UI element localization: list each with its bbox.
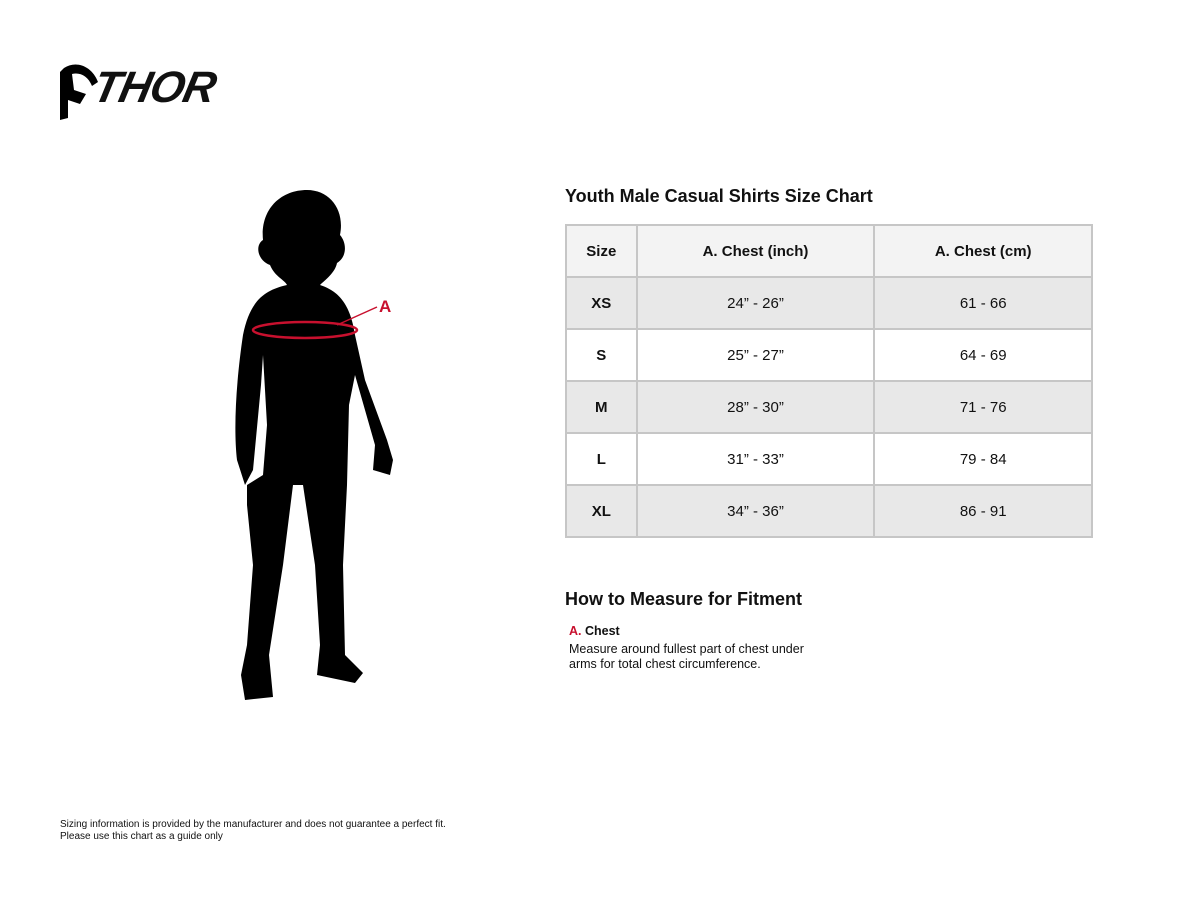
header-size: Size [565,224,638,278]
cell-size: M [565,380,638,434]
measure-description: Measure around fullest part of chest und… [569,642,804,671]
cell-size: XS [565,276,638,330]
cell-size: S [565,328,638,382]
cell-size: XL [565,484,638,538]
footer-disclaimer: Sizing information is provided by the ma… [60,819,446,843]
cell-chest-cm: 61 - 66 [873,276,1093,330]
cell-chest-cm: 86 - 91 [873,484,1093,538]
chest-measure-line [251,320,359,340]
measure-label-text: Chest [584,624,620,638]
cell-chest-cm: 64 - 69 [873,328,1093,382]
cell-chest-inch: 25” - 27” [635,328,876,382]
header-chest-cm: A. Chest (cm) [873,224,1093,278]
table-row: M 28” - 30” 71 - 76 [565,380,1093,434]
marker-a: A [379,297,391,316]
cell-chest-inch: 24” - 26” [635,276,876,330]
cell-chest-inch: 31” - 33” [635,432,876,486]
chart-title: Youth Male Casual Shirts Size Chart [565,186,873,206]
disclaimer-line-2: Please use this chart as a guide only [60,831,223,842]
header-chest-inch: A. Chest (inch) [635,224,876,278]
cell-size: L [565,432,638,486]
cell-chest-inch: 28” - 30” [635,380,876,434]
thor-logo: THOR [58,60,243,122]
table-header-row: Size A. Chest (inch) A. Chest (cm) [565,224,1093,278]
cell-chest-cm: 79 - 84 [873,432,1093,486]
helmet-icon [60,64,98,120]
logo-text: THOR [88,63,220,112]
table-row: L 31” - 33” 79 - 84 [565,432,1093,486]
table-row: XL 34” - 36” 86 - 91 [565,484,1093,538]
child-silhouette: A [235,190,393,700]
disclaimer-line-1: Sizing information is provided by the ma… [60,819,446,830]
measure-title: How to Measure for Fitment [565,589,803,609]
measure-label: A. Chest [569,624,620,638]
size-table: Size A. Chest (inch) A. Chest (cm) XS 24… [565,224,1093,538]
table-row: S 25” - 27” 64 - 69 [565,328,1093,382]
cell-chest-inch: 34” - 36” [635,484,876,538]
measure-letter: A. [569,624,582,638]
cell-chest-cm: 71 - 76 [873,380,1093,434]
table-row: XS 24” - 26” 61 - 66 [565,276,1093,330]
